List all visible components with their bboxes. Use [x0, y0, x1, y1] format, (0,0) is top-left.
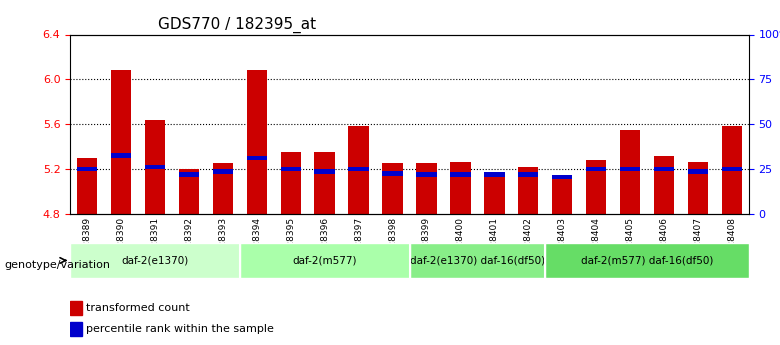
Bar: [552, 175, 573, 179]
Bar: [586, 160, 606, 214]
Bar: [450, 172, 470, 177]
Bar: [111, 153, 131, 158]
Bar: [145, 120, 165, 214]
FancyBboxPatch shape: [545, 243, 749, 278]
Bar: [382, 164, 402, 214]
FancyBboxPatch shape: [240, 243, 410, 278]
Bar: [281, 152, 301, 214]
Bar: [654, 156, 674, 214]
Bar: [179, 172, 199, 177]
Bar: [246, 156, 267, 160]
Bar: [688, 169, 708, 174]
Bar: [518, 172, 538, 177]
Bar: [450, 162, 470, 214]
Bar: [179, 169, 199, 214]
Bar: [654, 167, 674, 171]
Text: transformed count: transformed count: [86, 303, 190, 313]
Bar: [417, 164, 437, 214]
Bar: [77, 167, 98, 171]
Bar: [213, 164, 233, 214]
Text: GDS770 / 182395_at: GDS770 / 182395_at: [158, 17, 317, 33]
Bar: [349, 167, 369, 171]
Text: daf-2(e1370) daf-16(df50): daf-2(e1370) daf-16(df50): [410, 256, 545, 265]
Bar: [722, 126, 742, 214]
Bar: [382, 171, 402, 176]
Text: percentile rank within the sample: percentile rank within the sample: [86, 324, 274, 334]
Bar: [213, 169, 233, 174]
Bar: [70, 322, 83, 336]
Bar: [314, 169, 335, 174]
Text: daf-2(m577) daf-16(df50): daf-2(m577) daf-16(df50): [581, 256, 713, 265]
FancyBboxPatch shape: [70, 243, 240, 278]
Text: daf-2(e1370): daf-2(e1370): [122, 256, 189, 265]
Bar: [552, 178, 573, 214]
Text: genotype/variation: genotype/variation: [4, 260, 110, 270]
Bar: [281, 167, 301, 171]
Bar: [688, 162, 708, 214]
Bar: [77, 158, 98, 214]
Bar: [586, 167, 606, 171]
Bar: [145, 165, 165, 169]
Bar: [484, 172, 505, 177]
Bar: [484, 174, 505, 214]
Bar: [722, 167, 742, 171]
Bar: [349, 126, 369, 214]
Bar: [620, 167, 640, 171]
Bar: [417, 172, 437, 177]
FancyBboxPatch shape: [410, 243, 545, 278]
Text: daf-2(m577): daf-2(m577): [292, 256, 357, 265]
Bar: [518, 167, 538, 214]
Bar: [246, 70, 267, 214]
Bar: [111, 70, 131, 214]
Bar: [314, 152, 335, 214]
Bar: [620, 130, 640, 214]
Bar: [70, 301, 83, 315]
